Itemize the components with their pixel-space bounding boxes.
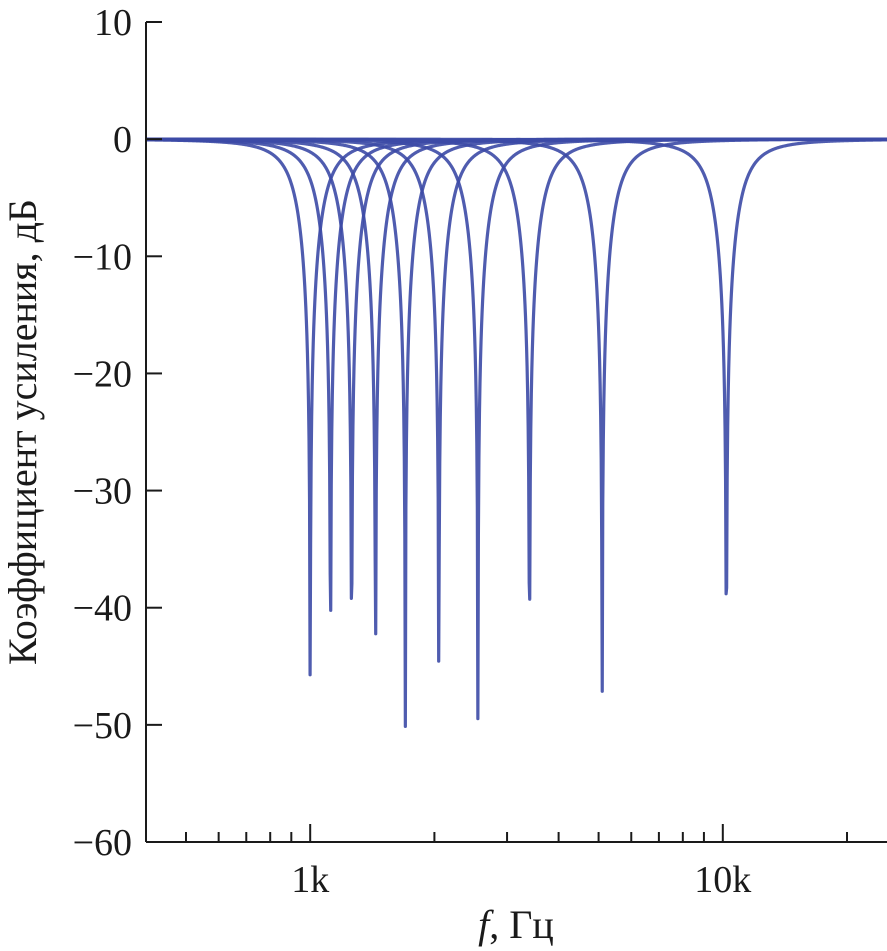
series-curves	[144, 137, 887, 729]
y-tick-label: −30	[73, 471, 132, 513]
notch-curve	[144, 137, 887, 693]
notch-curve	[144, 137, 887, 721]
x-axis-title-unit: , Гц	[489, 902, 554, 947]
x-axis-title: f, Гц	[478, 902, 554, 947]
notch-curve	[144, 137, 887, 596]
y-axis-title: Коэффициент усиления, дБ	[0, 199, 45, 665]
y-tick-label: −20	[73, 353, 132, 395]
notch-curve	[144, 137, 887, 601]
x-axis-ticks: 1k 10k	[145, 824, 849, 901]
y-tick-label: −40	[73, 588, 132, 630]
x-tick-label: 10k	[694, 859, 751, 901]
y-tick-label: −50	[73, 705, 132, 747]
y-tick-label: −10	[73, 236, 132, 278]
y-tick-label: 10	[94, 2, 132, 44]
y-tick-label: 0	[113, 119, 132, 161]
y-axis-ticks: 10 0 −10 −20 −30 −40 −50 −60	[73, 2, 162, 864]
x-tick-label: 1k	[291, 859, 329, 901]
notch-curve	[144, 137, 887, 729]
y-tick-label: −60	[73, 822, 132, 864]
